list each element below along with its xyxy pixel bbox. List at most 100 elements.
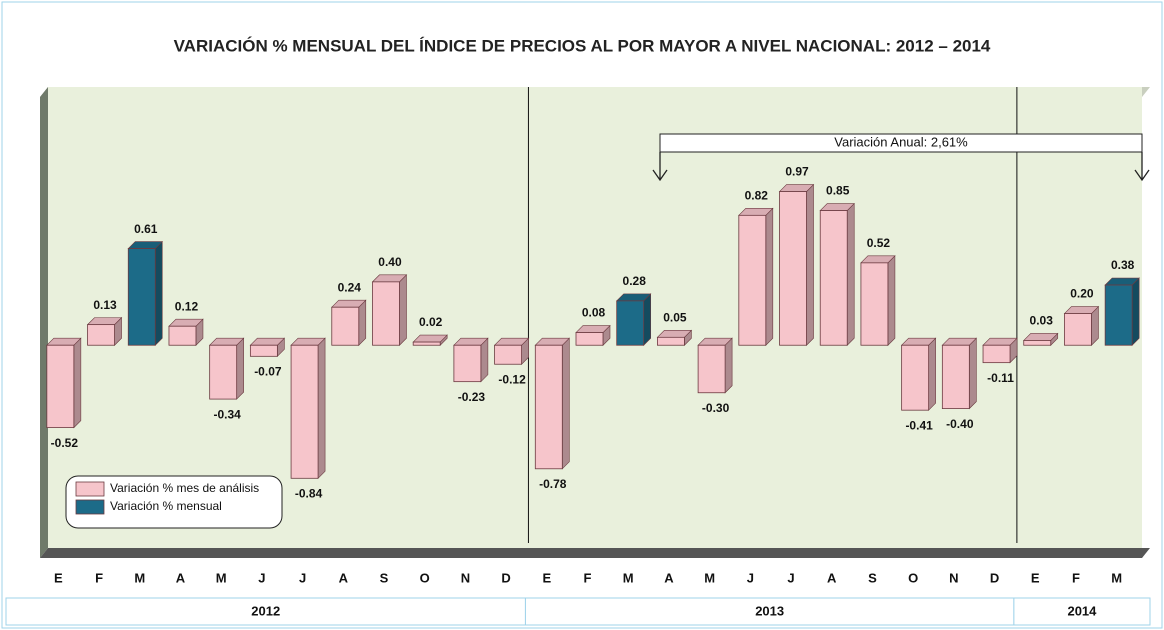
value-label: -0.40 [946,417,974,431]
value-label: 0.52 [867,236,891,250]
year-label: 2013 [755,603,784,618]
x-tick-label: M [1111,570,1122,585]
bar [982,344,1011,364]
bar [1064,313,1092,346]
bar [534,344,563,470]
legend-swatch [75,481,105,497]
plot: -0.52 0.13 0.12 -0.34 -0.07 -0.84 0.24 0.40 0.02… [46,87,1140,543]
x-tick-label: J [747,570,754,585]
bar-side [846,202,855,346]
value-label: 0.13 [93,298,117,312]
x-tick-label: A [664,570,674,585]
bar-side [317,337,326,480]
bar-side [765,207,774,346]
annotation: Variación Anual: 2,61% [834,134,968,149]
x-tick-label: D [990,570,999,585]
floor [40,548,1150,558]
value-label: -0.52 [51,436,79,450]
bar [575,332,604,346]
x-tick-label: E [54,570,63,585]
value-label: -0.07 [254,364,282,378]
bar [860,262,889,346]
x-tick-label: O [420,570,430,585]
year-band [524,597,1015,626]
x-tick-label: F [95,570,103,585]
bar [738,214,767,346]
bar [209,344,238,400]
bar [819,210,848,346]
value-label: -0.12 [498,372,526,386]
bar [1023,340,1052,346]
bar-side [154,240,163,346]
bar [331,306,360,346]
value-label: -0.11 [987,371,1014,385]
x-tick-label: A [176,570,186,585]
legend [65,475,283,529]
bar-side [928,337,936,411]
bar [453,344,482,383]
bar [657,336,685,346]
value-label: 0.82 [745,188,769,202]
bar [494,344,522,365]
bar-side [236,337,244,400]
annotation-box [659,133,1143,153]
chart-title: VARIACIÓN % MENSUAL DEL ÍNDICE DE PRECIO… [174,36,991,55]
backdrop-side [40,87,48,558]
x-tick-label: O [908,570,918,585]
value-label: 0.12 [175,299,199,313]
bar-side [887,255,896,346]
value-label: 0.61 [134,222,158,236]
value-label: 0.97 [785,165,809,179]
value-label: 0.03 [1030,314,1054,328]
bar-side [969,337,977,410]
bar [779,191,807,346]
bar-side [806,183,814,346]
value-label: 0.38 [1111,258,1135,272]
x-tick-label: M [216,570,227,585]
value-label: -0.34 [213,407,241,421]
x-tick-label: F [584,570,592,585]
value-label: 0.28 [623,274,647,288]
x-tick-label: N [461,570,470,585]
bar [87,324,115,346]
bar [1104,284,1133,346]
x-tick-label: M [134,570,145,585]
x-tick-label: A [339,570,349,585]
value-label: 0.02 [419,315,443,329]
bar [941,344,970,409]
year-band [1013,597,1151,626]
bar-side [399,274,407,346]
value-label: 0.24 [338,280,362,294]
year-band [5,597,526,626]
bar-side [1131,277,1140,346]
bar-side [724,337,733,394]
x-tick-label: A [827,570,837,585]
bar [46,344,75,429]
bar-side [358,299,367,346]
value-label: -0.41 [905,418,933,432]
x-tick-label: N [949,570,958,585]
value-label: 0.85 [826,184,850,198]
value-label: 0.40 [378,255,402,269]
value-label: 0.05 [663,310,687,324]
value-label: -0.23 [458,390,486,404]
x-tick-label: F [1072,570,1080,585]
bar [127,248,156,346]
value-label: 0.08 [582,306,606,320]
bar [290,344,319,479]
bar [901,344,930,411]
bar-side [561,337,570,470]
plot-area [48,87,1142,548]
bar [249,344,278,357]
bar [168,325,197,346]
value-label: -0.84 [295,486,323,500]
x-tick-label: E [1031,570,1040,585]
legend-swatch [75,499,105,515]
x-tick-label: M [623,570,634,585]
value-label: 0.20 [1070,287,1094,301]
bar [697,344,726,394]
x-tick-label: J [787,570,794,585]
value-label: -0.30 [702,401,730,415]
legend-items: Variación % mes de análisis Variación % m… [75,481,259,515]
